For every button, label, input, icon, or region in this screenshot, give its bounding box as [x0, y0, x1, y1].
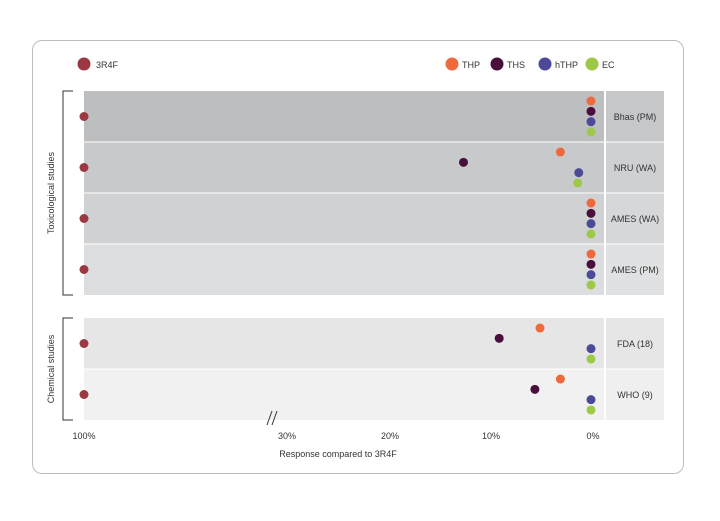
legend-marker-EC [585, 57, 599, 71]
row-band [84, 193, 604, 244]
group-bracket [62, 90, 73, 296]
row-band [84, 244, 604, 295]
point-THP [535, 323, 545, 333]
group-label: Chemical studies [46, 334, 56, 403]
legend-marker-THS [490, 57, 504, 71]
legend-marker-THP [445, 57, 459, 71]
row-label: FDA (18) [617, 339, 653, 349]
row-label: NRU (WA) [614, 163, 656, 173]
row-band [84, 369, 604, 420]
point-3R4F [79, 265, 89, 274]
x-tick-label: 30% [278, 431, 296, 441]
row-label-cell [606, 318, 664, 369]
point-EC [586, 280, 596, 290]
point-EC [586, 127, 596, 137]
x-tick-label: 20% [381, 431, 399, 441]
row-label: WHO (9) [617, 390, 653, 400]
row-label: AMES (WA) [611, 214, 659, 224]
point-hTHP [586, 270, 596, 280]
group-label: Toxicological studies [46, 151, 56, 234]
row-label: Bhas (PM) [614, 112, 657, 122]
axis-break-mark [266, 410, 273, 426]
legend-label-EC: EC [602, 60, 615, 70]
point-THS [586, 106, 596, 116]
point-hTHP [586, 117, 596, 127]
point-3R4F [79, 214, 89, 223]
point-3R4F [79, 163, 89, 172]
point-THP [555, 147, 565, 157]
row-band [84, 318, 604, 369]
legend-label-THP: THP [462, 60, 480, 70]
legend-label-3R4F: 3R4F [96, 60, 119, 70]
point-THP [586, 96, 596, 106]
point-EC [586, 405, 596, 415]
row-label-cell [606, 193, 664, 244]
row-band [84, 91, 604, 142]
legend-label-hTHP: hTHP [555, 60, 578, 70]
point-THS [586, 259, 596, 269]
row-band [84, 142, 604, 193]
point-EC [573, 178, 583, 188]
row-label: AMES (PM) [611, 265, 659, 275]
point-THS [530, 384, 540, 394]
point-3R4F [79, 112, 89, 121]
row-label-cell [606, 369, 664, 420]
legend-marker-hTHP [538, 57, 552, 71]
point-THS [494, 333, 504, 343]
point-hTHP [586, 344, 596, 354]
group-bracket [62, 317, 73, 421]
point-EC [586, 229, 596, 239]
point-THS [586, 208, 596, 218]
point-THP [586, 198, 596, 208]
x-tick-label: 10% [482, 431, 500, 441]
x-tick-label: 0% [586, 431, 599, 441]
legend-marker-3R4F [77, 57, 91, 71]
point-hTHP [586, 395, 596, 405]
row-label-cell [606, 244, 664, 295]
point-THP [586, 249, 596, 259]
point-EC [586, 354, 596, 364]
legend-label-THS: THS [507, 60, 525, 70]
row-label-cell [606, 91, 664, 142]
point-hTHP [574, 168, 584, 178]
point-THS [459, 157, 468, 167]
point-THP [555, 374, 565, 384]
x-tick-label: 100% [72, 431, 95, 441]
x-axis-label: Response compared to 3R4F [279, 449, 397, 459]
row-label-cell [606, 142, 664, 193]
point-hTHP [586, 219, 596, 229]
point-3R4F [79, 339, 89, 348]
axis-break-mark [271, 410, 278, 426]
point-3R4F [79, 390, 89, 399]
